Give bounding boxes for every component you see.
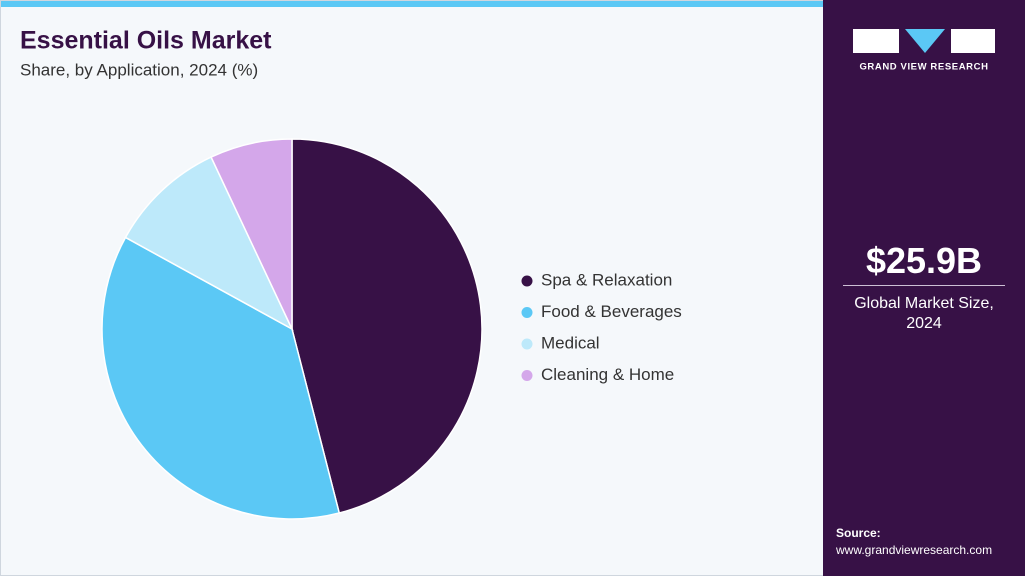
- divider: [843, 285, 1005, 286]
- pie-slice: [101, 236, 341, 520]
- market-size-label: Global Market Size, 2024: [854, 295, 994, 332]
- source-label: Source:: [836, 526, 881, 540]
- chart: Essential Oils Market Share, by Applicat…: [0, 0, 823, 576]
- legend-label: Medical: [541, 333, 600, 352]
- legend-label: Food & Beverages: [541, 302, 682, 321]
- pie-slice: [124, 156, 294, 331]
- legend-label: Cleaning & Home: [541, 365, 674, 384]
- logo: GRAND VIEW RESEARCH: [853, 29, 995, 73]
- legend-swatch: [521, 338, 533, 350]
- market-size: $25.9B: [865, 240, 983, 281]
- source-url: www.grandviewresearch.com: [836, 543, 993, 557]
- logo-block: [853, 29, 899, 53]
- chart-subtitle: Share, by Application, 2024 (%): [20, 60, 258, 79]
- chart-title: Essential Oils Market: [20, 27, 272, 55]
- legend-swatch: [521, 307, 533, 318]
- top-stripe: [0, 0, 823, 7]
- side-panel: GRAND VIEW RESEARCH $25.9B Global Market…: [823, 0, 1025, 576]
- logo-block: [905, 29, 945, 53]
- legend-swatch: [521, 275, 533, 287]
- brand: GRAND VIEW RESEARCH: [859, 62, 988, 73]
- legend-label: Spa & Relaxation: [541, 270, 672, 289]
- logo-block: [951, 29, 995, 53]
- legend-swatch: [521, 370, 533, 381]
- pie-slice: [291, 138, 483, 514]
- pie-slice: [210, 138, 293, 330]
